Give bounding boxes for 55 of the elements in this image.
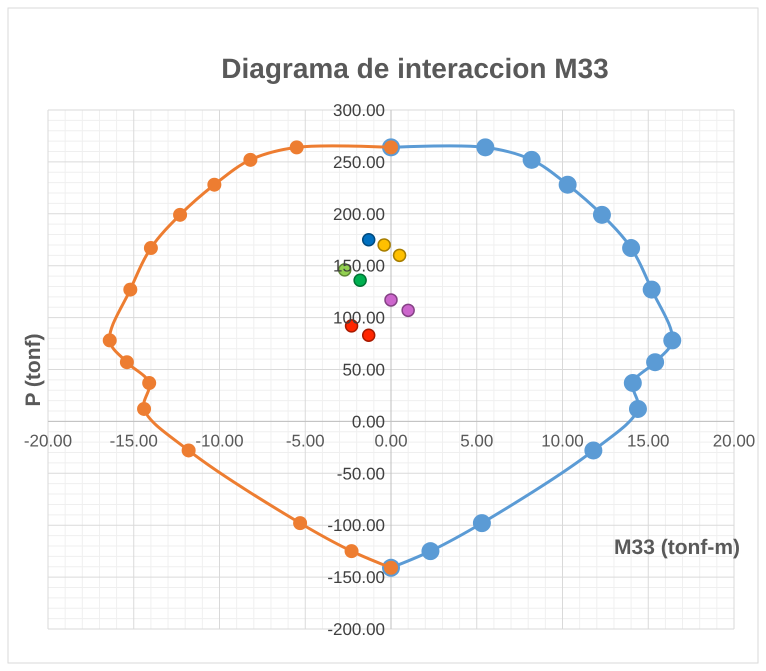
- y-tick-label: 50.00: [342, 360, 385, 380]
- point: [120, 355, 134, 370]
- point: [384, 293, 398, 307]
- point: [472, 514, 491, 532]
- point: [362, 328, 376, 342]
- y-tick-label: 0.00: [352, 412, 385, 432]
- point: [142, 376, 156, 390]
- x-tick-label: -20.00: [24, 431, 72, 450]
- y-tick-label: 250.00: [333, 152, 385, 172]
- point: [476, 138, 494, 156]
- point: [290, 140, 304, 154]
- y-tick-label: -150.00: [327, 568, 385, 588]
- x-tick-label: -5.00: [286, 431, 325, 450]
- point: [123, 282, 138, 297]
- y-tick-label: -50.00: [336, 464, 385, 484]
- point: [592, 206, 611, 224]
- point: [377, 238, 391, 252]
- point: [182, 443, 196, 458]
- point: [243, 152, 258, 167]
- point: [362, 233, 376, 246]
- point: [584, 441, 602, 460]
- point: [137, 402, 152, 416]
- chart-title: Diagrama de interaccion M33: [221, 53, 609, 84]
- point: [558, 176, 577, 194]
- point: [421, 542, 440, 560]
- x-tick-label: 10.00: [541, 431, 584, 450]
- y-tick-label: 300.00: [333, 101, 385, 120]
- point: [392, 248, 406, 262]
- point: [344, 544, 359, 558]
- y-tick-label: 200.00: [333, 204, 385, 224]
- point: [628, 400, 647, 418]
- x-tick-label: 5.00: [460, 431, 494, 450]
- point: [353, 273, 367, 287]
- point: [624, 374, 642, 392]
- point: [522, 150, 541, 169]
- point: [102, 333, 117, 348]
- x-tick-label: -15.00: [110, 431, 158, 450]
- point: [646, 353, 664, 372]
- point: [622, 239, 640, 258]
- x-tick-label: -10.00: [195, 431, 244, 450]
- y-tick-label: 100.00: [333, 308, 385, 328]
- point: [144, 241, 158, 256]
- point: [663, 331, 682, 350]
- y-tick-label: -100.00: [327, 516, 385, 536]
- point: [401, 304, 415, 318]
- x-tick-label: 15.00: [626, 431, 670, 450]
- x-tick-label: 0.00: [374, 431, 408, 450]
- x-axis-title: M33 (tonf-m): [614, 536, 740, 559]
- x-tick-label: 20.00: [712, 431, 756, 450]
- point: [173, 208, 188, 222]
- y-tick-label: -200.00: [327, 620, 385, 639]
- point: [207, 178, 222, 192]
- y-axis-title: P (tonf): [22, 333, 45, 407]
- point: [293, 516, 308, 530]
- point: [642, 280, 661, 299]
